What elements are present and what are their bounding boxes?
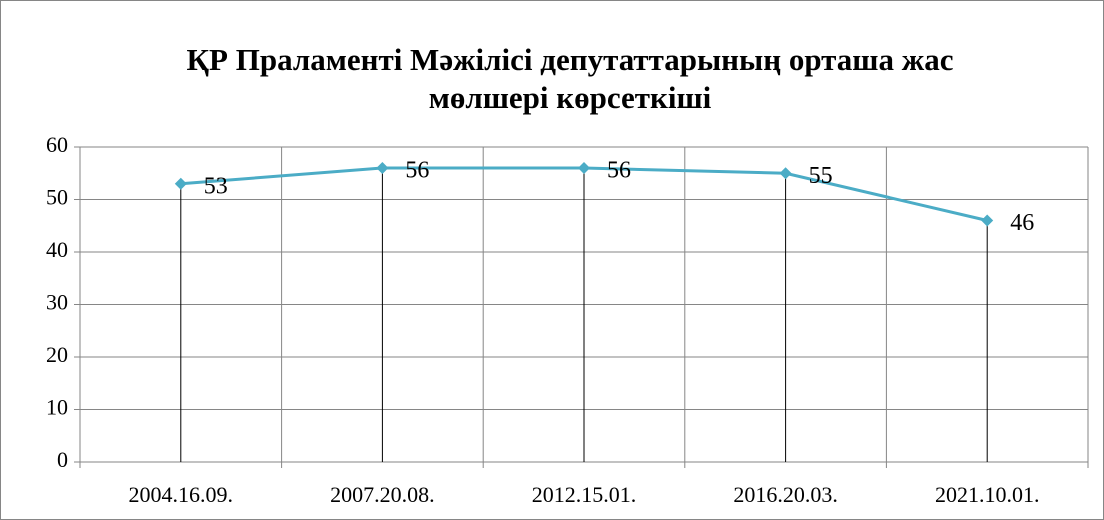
data-label: 46	[1010, 210, 1034, 236]
data-label: 53	[204, 173, 228, 199]
x-tick-label: 2004.16.09.	[129, 482, 234, 507]
y-tick-label: 20	[46, 342, 68, 367]
y-tick-label: 50	[46, 185, 68, 210]
x-tick-label: 2007.20.08.	[330, 482, 435, 507]
data-label: 56	[607, 158, 631, 184]
data-label: 56	[405, 158, 429, 184]
point-marker	[981, 214, 994, 227]
x-tick-label: 2012.15.01.	[532, 482, 637, 507]
x-tick-label: 2016.20.03.	[733, 482, 838, 507]
data-label: 55	[809, 163, 833, 189]
y-tick-label: 40	[46, 237, 68, 262]
point-marker	[376, 162, 389, 174]
y-tick-label: 0	[57, 447, 68, 472]
y-tick-label: 30	[46, 290, 68, 315]
y-tick-label: 60	[46, 132, 68, 157]
chart-title: мөлшері көрсеткіші	[429, 80, 712, 115]
chart-title: ҚР Праламенті Мәжілісі депутаттарының ор…	[187, 42, 954, 77]
y-tick-label: 10	[46, 395, 68, 420]
point-marker	[578, 162, 590, 174]
point-marker	[174, 177, 187, 190]
x-tick-label: 2021.10.01.	[935, 482, 1040, 507]
point-marker	[779, 167, 792, 180]
